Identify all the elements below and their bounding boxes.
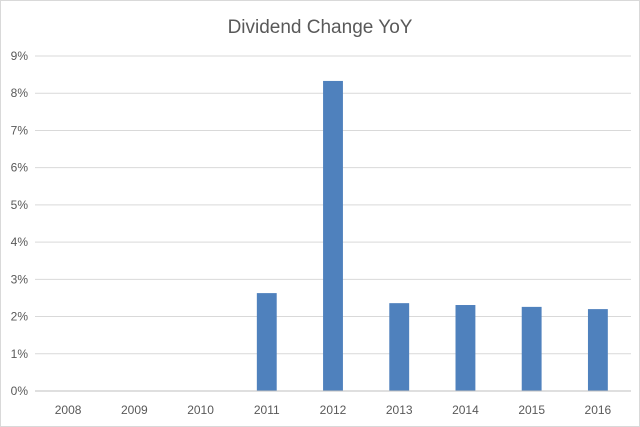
bar-2014 bbox=[455, 305, 476, 391]
x-tick-label: 2009 bbox=[121, 403, 148, 417]
y-tick-label: 0% bbox=[11, 384, 29, 398]
bar-2016 bbox=[587, 309, 608, 391]
bar-2015 bbox=[521, 306, 542, 391]
x-tick-label: 2014 bbox=[452, 403, 479, 417]
x-tick-label: 2015 bbox=[518, 403, 545, 417]
y-tick-label: 6% bbox=[11, 161, 29, 175]
bars bbox=[256, 80, 608, 391]
y-tick-label: 9% bbox=[11, 49, 29, 63]
bar-2011 bbox=[256, 293, 277, 391]
x-tick-label: 2011 bbox=[254, 403, 280, 417]
x-tick-label: 2012 bbox=[320, 403, 347, 417]
y-axis-tick-labels: 0% 1% 2% 3% 4% 5% 6% 7% 8% 9% bbox=[11, 49, 29, 398]
y-tick-label: 2% bbox=[11, 310, 29, 324]
y-tick-label: 1% bbox=[11, 347, 29, 361]
x-axis-tick-labels: 2008 2009 2010 2011 2012 2013 2014 2015 2016 bbox=[55, 403, 612, 417]
x-tick-label: 2008 bbox=[55, 403, 82, 417]
x-tick-label: 2013 bbox=[386, 403, 413, 417]
y-tick-label: 5% bbox=[11, 198, 29, 212]
bar-2013 bbox=[389, 303, 410, 391]
y-tick-label: 4% bbox=[11, 235, 29, 249]
chart-title: Dividend Change YoY bbox=[228, 17, 413, 38]
bar-2012 bbox=[323, 80, 343, 391]
y-tick-label: 3% bbox=[11, 272, 29, 286]
y-tick-label: 8% bbox=[11, 86, 29, 100]
x-tick-label: 2016 bbox=[585, 403, 612, 417]
x-tick-label: 2010 bbox=[187, 403, 214, 417]
y-tick-label: 7% bbox=[11, 123, 29, 137]
